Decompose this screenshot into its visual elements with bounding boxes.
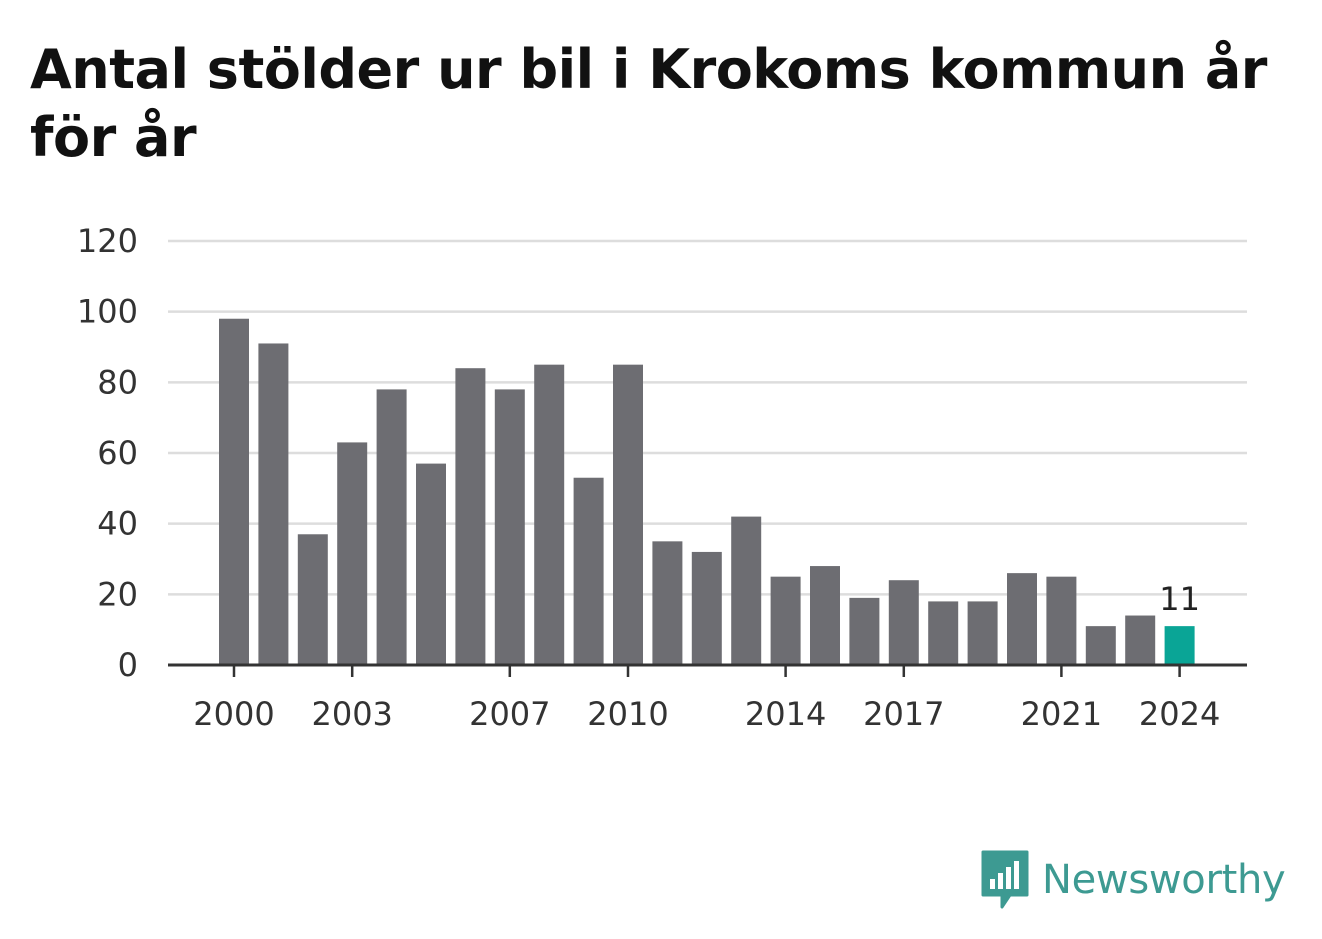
- chart-title: Antal stölder ur bil i Krokoms kommun år…: [30, 38, 1267, 169]
- data-labels: 11: [1159, 580, 1200, 618]
- brand-name: Newsworthy: [1042, 857, 1286, 903]
- x-tick-label: 2007: [469, 695, 550, 733]
- y-axis-ticks: 0 20 40 60 80 100 120: [77, 222, 138, 684]
- y-tick-label: 20: [97, 575, 138, 613]
- bar-2003: [337, 442, 368, 665]
- y-tick-label: 100: [77, 293, 138, 331]
- bar-2012: [691, 551, 722, 665]
- highlight-value-label: 11: [1159, 580, 1200, 618]
- x-tick-label: 2010: [587, 695, 668, 733]
- x-tick-label: 2017: [863, 695, 944, 733]
- bar-2008: [534, 364, 565, 665]
- bar-2023: [1125, 615, 1156, 665]
- x-tick-label: 2000: [193, 695, 274, 733]
- bar-2022: [1085, 626, 1116, 665]
- bar-2005: [416, 463, 446, 665]
- x-tick-label: 2003: [311, 695, 392, 733]
- x-tick-label: 2014: [745, 695, 826, 733]
- bar-2020: [1007, 573, 1037, 665]
- y-tick-label: 80: [97, 363, 138, 401]
- bar-2018: [928, 601, 959, 665]
- bar-2001: [258, 343, 289, 665]
- bar-2002: [297, 534, 328, 665]
- bar-2000: [219, 318, 249, 665]
- x-tick-label: 2024: [1139, 695, 1220, 733]
- bar-2011: [652, 541, 683, 665]
- bar-2006: [455, 368, 486, 665]
- bar-2014: [770, 576, 801, 665]
- bar-2009: [573, 477, 604, 665]
- y-tick-label: 60: [97, 434, 138, 472]
- bar-2007: [494, 389, 525, 665]
- bar-2019: [967, 601, 998, 665]
- y-tick-label: 120: [77, 222, 138, 260]
- bar-2017: [888, 580, 919, 665]
- bars: [219, 318, 1195, 665]
- x-axis-ticks: 2000 2003 2007 2010 2014 2017 2021 2024: [193, 665, 1220, 733]
- bar-2016: [849, 597, 880, 665]
- bar-2013: [731, 516, 762, 665]
- bar-2010: [613, 364, 643, 665]
- gridlines: [168, 239, 1247, 596]
- y-tick-label: 0: [118, 646, 138, 684]
- bar-2021: [1046, 576, 1077, 665]
- bar-2004: [376, 389, 407, 665]
- newsworthy-logo-icon: [981, 850, 1029, 909]
- y-tick-label: 40: [97, 505, 138, 543]
- bar-2015: [810, 566, 840, 665]
- x-tick-label: 2021: [1021, 695, 1102, 733]
- bar-2024: [1164, 626, 1195, 665]
- brand-logo: Newsworthy: [980, 848, 1286, 912]
